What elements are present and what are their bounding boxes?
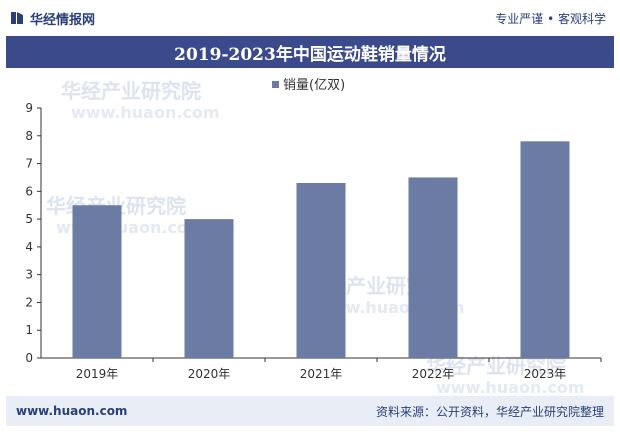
x-tick-label: 2019年 xyxy=(76,367,119,381)
y-tick-label: 8 xyxy=(25,129,33,143)
legend: 销量(亿双) xyxy=(272,78,345,93)
bar xyxy=(184,219,234,358)
y-tick-label: 7 xyxy=(25,157,33,171)
y-tick-label: 1 xyxy=(25,323,33,337)
slogan: 专业严谨 • 客观科学 xyxy=(495,11,606,26)
y-tick-label: 5 xyxy=(25,212,33,226)
y-tick-label: 6 xyxy=(25,184,33,198)
footer-source: 资料来源：公开资料，华经产业研究院整理 xyxy=(375,404,604,419)
x-tick-label: 2023年 xyxy=(524,367,567,381)
bar xyxy=(72,205,122,358)
footer-bar: www.huaon.com 资料来源：公开资料，华经产业研究院整理 xyxy=(6,396,614,426)
legend-label: 销量(亿双) xyxy=(283,78,345,93)
bars xyxy=(72,141,570,358)
watermark-url: www.huaon.com xyxy=(436,378,585,396)
x-tick-label: 2020年 xyxy=(188,367,231,381)
watermark-url: www.huaon.com xyxy=(71,103,220,122)
bar-chart: 华经产业研究院www.huaon.com华经产业研究院www.huaon.com… xyxy=(25,78,602,397)
bar xyxy=(520,141,570,358)
y-tick-label: 3 xyxy=(25,268,33,282)
brand[interactable]: 华经情报网 xyxy=(10,9,95,28)
legend-swatch xyxy=(272,81,279,88)
x-tick-label: 2021年 xyxy=(300,367,343,381)
y-tick-label: 0 xyxy=(25,351,33,365)
footer-url[interactable]: www.huaon.com xyxy=(16,404,128,418)
title-bar: 2019-2023年中国运动鞋销量情况 xyxy=(6,36,614,68)
bar xyxy=(296,183,346,358)
x-tick-label: 2022年 xyxy=(412,367,455,381)
header-bar: 华经情报网 专业严谨 • 客观科学 xyxy=(0,0,620,36)
chart-title: 2019-2023年中国运动鞋销量情况 xyxy=(174,44,446,65)
y-tick-label: 9 xyxy=(25,101,33,115)
y-tick-label: 4 xyxy=(25,240,33,254)
brand-logo-icon xyxy=(11,12,23,24)
y-tick-label: 2 xyxy=(25,295,33,309)
chart-area: 华经产业研究院www.huaon.com华经产业研究院www.huaon.com… xyxy=(6,68,614,397)
bar xyxy=(408,177,458,358)
brand-name: 华经情报网 xyxy=(30,12,96,28)
watermark-text: 华经产业研究院 xyxy=(61,79,201,103)
